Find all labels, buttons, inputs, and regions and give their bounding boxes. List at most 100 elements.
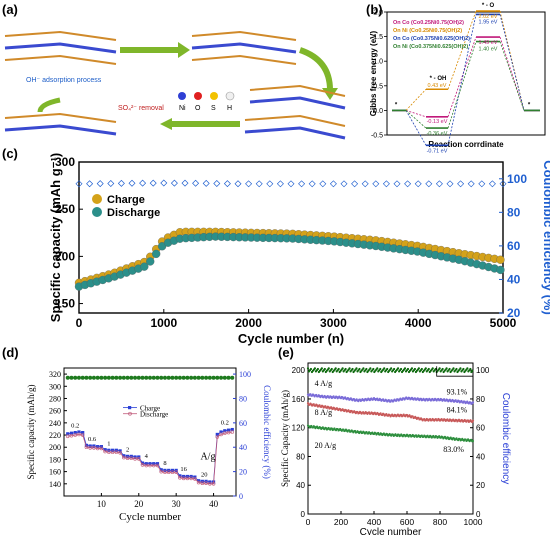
energy-connector-3-0 — [405, 110, 427, 129]
ce-point-c — [287, 180, 295, 188]
ce-point-e — [455, 367, 458, 371]
ce-point-d — [106, 375, 111, 380]
discharge-point-d — [204, 481, 208, 486]
discharge-point-d — [163, 470, 167, 475]
y-axis-title-c: Specific capacity (mAh g⁻¹) — [48, 153, 63, 322]
ce-point-d — [140, 375, 145, 380]
h-atom-icon — [225, 91, 235, 101]
rate-label-e-1: 8 A/g — [315, 408, 333, 417]
y2-axis-title-e: Coulombic efficiency — [500, 393, 511, 485]
ce-point-c — [478, 180, 486, 188]
ce-point-c — [319, 180, 327, 188]
ce-point-c — [488, 180, 496, 188]
ce-point-c — [425, 180, 433, 188]
charge-point-d — [122, 454, 126, 458]
y2-axis-title-c: Coulombic efficiency (%) — [541, 160, 550, 315]
ce-point-d — [230, 375, 235, 380]
legend-b-1: On Ni (Co0.25Ni0.75(OH)2) — [393, 28, 462, 34]
rate-label-d-8: 0.2 — [221, 420, 229, 427]
discharge-point-d — [211, 482, 216, 486]
y2-tick-label-d: 20 — [239, 468, 247, 477]
ce-point-e — [469, 367, 472, 371]
panel-e-letter: (e) — [278, 345, 294, 360]
discharge-point-d — [166, 470, 171, 475]
value-label-b-4: 2.02 eV — [479, 14, 498, 20]
ce-point-c — [329, 180, 337, 188]
legend-o: O — [195, 105, 201, 112]
rate-label-d-2: 1 — [107, 440, 110, 447]
value-label-b-0: -0.13 eV — [427, 119, 448, 125]
ce-arrow-e — [436, 366, 473, 377]
x-tick-label-e: 400 — [367, 517, 381, 527]
x-tick-label-d: 30 — [172, 499, 182, 509]
y-tick-label-d: 240 — [49, 419, 61, 428]
y-tick-label-c: 150 — [55, 297, 75, 311]
y2-axis-title-d: Coulombic efficiency (%) — [262, 385, 272, 479]
ce-point-e — [351, 367, 354, 371]
ce-point-d — [219, 375, 224, 380]
ce-point-d — [76, 375, 81, 380]
unit-label-d: A/g — [200, 451, 215, 462]
x-tick-label-e: 600 — [400, 517, 414, 527]
charge-point-d — [137, 455, 141, 459]
charge-point-d — [88, 444, 92, 448]
x-tick-label-c: 3000 — [320, 316, 347, 330]
y2-tick-label-d: 0 — [239, 492, 243, 501]
ce-point-c — [139, 179, 147, 187]
charge-point-d — [152, 462, 156, 466]
ce-point-d — [170, 375, 175, 380]
legend-charge-c: Charge — [107, 194, 145, 206]
ce-point-e — [362, 367, 365, 370]
charge-point-d — [208, 480, 212, 484]
energy-connector-0-1 — [447, 36, 477, 117]
panel-a-letter: (a) — [2, 2, 18, 17]
ce-point-e — [341, 367, 344, 370]
ce-point-c — [276, 180, 284, 188]
arrow-4-head — [160, 118, 172, 130]
discharge-point-d — [103, 449, 107, 454]
discharge-point-d — [159, 469, 164, 474]
o-atom-icon — [194, 92, 202, 100]
legend-ni: Ni — [179, 105, 186, 112]
ce-point-c — [170, 179, 178, 187]
capacity-point-e-0 — [471, 401, 475, 404]
charge-point-d — [140, 461, 145, 465]
x-axis-title-d: Cycle number — [119, 511, 181, 523]
ce-point-c — [414, 180, 422, 188]
legend-b-2: On Co (Co0.375Ni0.625(OH)2) — [393, 36, 470, 42]
ce-point-c — [308, 180, 316, 188]
ce-point-d — [181, 375, 186, 380]
x-axis-title-b: Reaction corrdinate — [428, 140, 504, 149]
charge-point-d — [230, 427, 234, 432]
ce-point-c — [404, 180, 412, 188]
ce-point-d — [121, 375, 126, 380]
discharge-point-d — [208, 482, 212, 486]
ce-point-d — [211, 375, 216, 380]
discharge-point-d — [133, 457, 137, 461]
rate-label-e-0: 4 A/g — [315, 379, 333, 388]
charge-point-d — [144, 462, 148, 466]
ce-point-e — [365, 367, 368, 371]
charge-point-d — [92, 444, 96, 448]
y-tick-label-b: -0.5 — [371, 133, 383, 140]
ce-point-d — [99, 375, 104, 380]
ce-point-e — [393, 367, 396, 371]
discharge-point-c — [152, 249, 161, 259]
plot-frame-d — [63, 367, 237, 497]
ce-point-c — [96, 180, 104, 188]
legend-charge-d: Charge — [140, 405, 160, 413]
ce-point-c — [202, 179, 210, 187]
discharge-point-d — [222, 431, 227, 436]
ce-point-e — [427, 367, 430, 371]
ce-point-c — [213, 180, 221, 187]
charge-point-d — [197, 479, 201, 483]
discharge-point-d — [84, 445, 89, 450]
plot-frame-e — [307, 362, 474, 515]
y-tick-label-d: 320 — [49, 370, 61, 379]
y-tick-label-b: 0.0 — [373, 108, 383, 115]
retention-label-e-0: 93.1% — [447, 388, 468, 397]
ce-point-d — [207, 375, 212, 380]
y-tick-label-e: 120 — [292, 424, 306, 433]
discharge-point-d — [92, 446, 96, 450]
ce-point-d — [65, 375, 70, 380]
